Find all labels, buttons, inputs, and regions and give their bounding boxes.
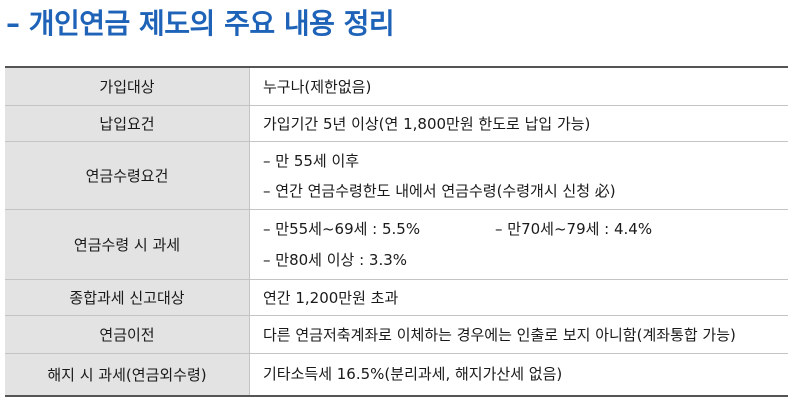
row-value: – 만 55세 이후 – 연간 연금수령한도 내에서 연금수령(수령개시 신청 … xyxy=(263,142,788,209)
value-line: – 만70세~79세 : 4.4% xyxy=(495,220,653,238)
table-row-payment: 납입요건 가입기간 5년 이상(연 1,800만원 한도로 납입 가능) xyxy=(5,106,788,142)
table-row-termination-tax: 해지 시 과세(연금외수령) 기타소득세 16.5%(분리과세, 해지가산세 없… xyxy=(5,354,788,395)
value-line: 기타소득세 16.5%(분리과세, 해지가산세 없음) xyxy=(263,365,563,383)
row-value: 연간 1,200만원 초과 xyxy=(263,280,788,315)
table-row-enrollment: 가입대상 누구나(제한없음) xyxy=(5,68,788,106)
row-label: 연금수령요건 xyxy=(5,142,250,209)
value-line: 다른 연금저축계좌로 이체하는 경우에는 인출로 보지 아니함(계좌통합 가능) xyxy=(263,326,736,344)
value-line: – 만55세~69세 : 5.5% xyxy=(263,220,421,238)
value-line: 연간 1,200만원 초과 xyxy=(263,289,399,307)
row-label: 가입대상 xyxy=(5,68,250,105)
value-line: – 만80세 이상 : 3.3% xyxy=(263,251,408,269)
table-row-pension-tax: 연금수령 시 과세 – 만55세~69세 : 5.5% – 만70세~79세 :… xyxy=(5,210,788,280)
value-line: 가입기간 5년 이상(연 1,800만원 한도로 납입 가능) xyxy=(263,115,591,133)
row-label: 해지 시 과세(연금외수령) xyxy=(5,354,250,395)
value-line: 누구나(제한없음) xyxy=(263,78,372,96)
row-label: 납입요건 xyxy=(5,106,250,141)
pension-summary-table: 가입대상 누구나(제한없음) 납입요건 가입기간 5년 이상(연 1,800만원… xyxy=(5,66,788,397)
row-label: 연금수령 시 과세 xyxy=(5,210,250,279)
table-row-transfer: 연금이전 다른 연금저축계좌로 이체하는 경우에는 인출로 보지 아니함(계좌통… xyxy=(5,316,788,354)
table-row-pension-requirements: 연금수령요건 – 만 55세 이후 – 연간 연금수령한도 내에서 연금수령(수… xyxy=(5,142,788,210)
row-value: 누구나(제한없음) xyxy=(263,68,788,105)
row-label: 연금이전 xyxy=(5,316,250,353)
row-value: 가입기간 5년 이상(연 1,800만원 한도로 납입 가능) xyxy=(263,106,788,141)
row-value: 기타소득세 16.5%(분리과세, 해지가산세 없음) xyxy=(263,354,788,395)
table-row-global-tax: 종합과세 신고대상 연간 1,200만원 초과 xyxy=(5,280,788,316)
page-title: – 개인연금 제도의 주요 내용 정리 xyxy=(6,7,395,40)
row-value: 다른 연금저축계좌로 이체하는 경우에는 인출로 보지 아니함(계좌통합 가능) xyxy=(263,316,788,353)
row-label: 종합과세 신고대상 xyxy=(5,280,250,315)
row-value: – 만55세~69세 : 5.5% – 만70세~79세 : 4.4% – 만8… xyxy=(263,210,788,279)
value-line: – 연간 연금수령한도 내에서 연금수령(수령개시 신청 必) xyxy=(263,182,616,200)
value-line: – 만 55세 이후 xyxy=(263,152,360,170)
